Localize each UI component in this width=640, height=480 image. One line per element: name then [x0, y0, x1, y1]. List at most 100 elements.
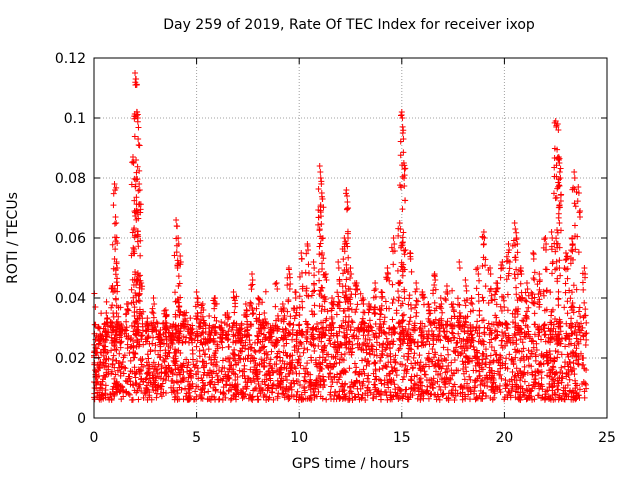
data-point — [130, 342, 137, 349]
data-point — [109, 302, 116, 309]
data-point — [512, 226, 519, 232]
data-point — [573, 345, 580, 352]
data-point — [233, 383, 240, 390]
data-point — [563, 320, 570, 327]
data-point — [205, 325, 212, 332]
data-point — [567, 340, 574, 347]
data-point — [399, 376, 406, 383]
data-point — [209, 374, 216, 381]
data-point — [573, 351, 580, 358]
data-point — [405, 394, 412, 401]
data-point — [245, 375, 252, 382]
data-point — [523, 308, 530, 315]
data-point — [401, 373, 408, 380]
data-point — [568, 331, 575, 338]
data-point — [365, 357, 372, 364]
data-point — [387, 344, 394, 351]
data-point — [448, 387, 455, 394]
data-point — [387, 350, 394, 357]
data-point — [480, 240, 487, 247]
data-point — [263, 376, 270, 383]
data-point — [260, 363, 267, 370]
data-point — [111, 220, 118, 227]
data-point — [573, 357, 580, 364]
data-point — [327, 391, 334, 398]
data-point — [482, 283, 489, 290]
data-point — [540, 360, 547, 367]
data-point — [482, 392, 489, 399]
data-point — [319, 260, 326, 267]
data-point — [225, 368, 232, 375]
data-point — [430, 354, 437, 361]
data-point — [227, 362, 234, 369]
data-point — [248, 352, 255, 359]
data-point — [219, 344, 226, 351]
data-point — [441, 375, 448, 382]
data-point — [213, 362, 220, 369]
data-point — [399, 130, 406, 136]
data-point — [448, 322, 455, 329]
data-point — [199, 379, 206, 386]
data-point — [357, 290, 364, 297]
data-point — [138, 375, 145, 382]
data-point — [269, 382, 276, 389]
data-point — [284, 392, 291, 399]
data-point — [127, 344, 134, 351]
data-point — [176, 312, 183, 319]
data-point — [373, 352, 380, 359]
data-point — [285, 320, 292, 327]
data-point — [582, 380, 589, 387]
data-point — [431, 299, 438, 306]
data-point — [263, 348, 270, 355]
data-point — [503, 355, 510, 362]
data-point — [526, 362, 533, 369]
data-point — [378, 380, 385, 387]
data-point — [568, 315, 575, 322]
data-point — [416, 352, 423, 359]
data-point — [136, 298, 143, 305]
data-point — [210, 368, 217, 375]
data-point — [378, 350, 385, 357]
data-point — [451, 396, 458, 403]
data-point — [297, 362, 304, 369]
data-point — [284, 376, 291, 383]
data-point — [465, 391, 472, 398]
data-point — [494, 285, 501, 292]
data-point — [248, 344, 255, 351]
y-axis-label: ROTI / TECUs — [5, 192, 21, 284]
data-point — [138, 361, 145, 368]
data-point — [117, 369, 124, 376]
x-tick-label: 20 — [495, 430, 513, 446]
data-point — [187, 315, 194, 322]
data-point — [144, 338, 151, 345]
data-point — [285, 265, 292, 271]
data-point — [112, 371, 119, 378]
data-point — [431, 349, 438, 356]
data-point — [530, 344, 537, 351]
data-point — [556, 257, 563, 264]
data-point — [130, 226, 137, 233]
data-point — [354, 301, 361, 308]
data-point — [316, 277, 323, 284]
data-point — [488, 343, 495, 350]
data-point — [509, 368, 516, 375]
data-point — [542, 266, 549, 273]
data-point — [370, 395, 377, 402]
data-point — [290, 321, 297, 328]
data-point — [135, 187, 142, 194]
data-point — [549, 384, 556, 391]
data-point — [371, 311, 378, 318]
data-point — [432, 361, 439, 368]
data-point — [150, 314, 157, 321]
data-point — [467, 299, 474, 306]
data-point — [302, 269, 309, 276]
data-point — [396, 280, 403, 287]
data-point — [419, 327, 426, 334]
data-point — [196, 347, 203, 354]
data-point — [391, 365, 398, 372]
data-point — [132, 70, 139, 76]
data-point — [449, 287, 456, 294]
data-point — [161, 369, 168, 376]
data-point — [185, 378, 192, 385]
data-point — [506, 265, 513, 272]
